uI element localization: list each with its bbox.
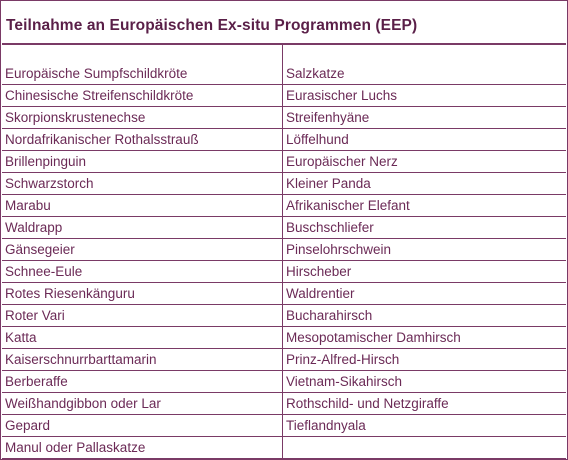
species-cell-right: Europäischer Nerz (286, 154, 398, 169)
table-row: Weißhandgibbon oder Lar Rothschild- und N… (2, 393, 566, 415)
table-row: Gepard Tieflandnyala (2, 415, 566, 437)
species-cell-right: Kleiner Panda (286, 176, 371, 191)
table-row: Brillenpinguin Europäischer Nerz (2, 151, 566, 173)
species-cell-left: Schnee-Eule (5, 264, 83, 279)
species-cell-right: Afrikanischer Elefant (286, 198, 410, 213)
species-cell-left: Rotes Riesenkänguru (5, 286, 135, 301)
table-row: Manul oder Pallaskatze (2, 437, 566, 459)
species-cell-right: Waldrentier (286, 286, 355, 301)
column-divider (282, 45, 283, 459)
species-cell-right: Pinselohrschwein (286, 242, 392, 257)
table-row: Europäische Sumpfschildkröte Salzkatze (2, 63, 566, 85)
table-row: Schwarzstorch Kleiner Panda (2, 173, 566, 195)
species-cell-right: Mesopotamischer Damhirsch (286, 330, 461, 345)
species-cell-left: Chinesische Streifenschildkröte (5, 88, 194, 103)
species-cell-right: Prinz-Alfred-Hirsch (286, 352, 400, 367)
table-row: Nordafrikanischer Rothalsstrauß Löffelhun… (2, 129, 566, 151)
species-cell-left: Katta (5, 330, 37, 345)
species-cell-left: Roter Vari (5, 308, 65, 323)
table-row: Marabu Afrikanischer Elefant (2, 195, 566, 217)
table-row: Skorpionskrustenechse Streifenhyäne (2, 107, 566, 129)
table-row: Waldrapp Buschschliefer (2, 217, 566, 239)
species-cell-right: Salzkatze (286, 66, 345, 81)
table-row: Gänsegeier Pinselohrschwein (2, 239, 566, 261)
species-cell-left: Nordafrikanischer Rothalsstrauß (5, 132, 199, 147)
species-cell-right: Streifenhyäne (286, 110, 370, 125)
species-cell-right: Buschschliefer (286, 220, 374, 235)
table-row: Rotes Riesenkänguru Waldrentier (2, 283, 566, 305)
table-title: Teilnahme an Europäischen Ex-situ Progra… (6, 17, 418, 34)
table-title-row: Teilnahme an Europäischen Ex-situ Progra… (2, 1, 566, 45)
table-row: Kaiserschnurrbarttamarin Prinz-Alfred-Hir… (2, 349, 566, 371)
species-cell-left: Kaiserschnurrbarttamarin (5, 352, 157, 367)
species-cell-right (286, 437, 564, 458)
table-row: Schnee-Eule Hirscheber (2, 261, 566, 283)
species-cell-left: Skorpionskrustenechse (5, 110, 146, 125)
species-cell-left: Gepard (5, 418, 51, 433)
species-cell-left: Manul oder Pallaskatze (5, 440, 146, 455)
table-row: Chinesische Streifenschildkröte Eurasisch… (2, 85, 566, 107)
species-cell-right: Vietnam-Sikahirsch (286, 374, 403, 389)
species-cell-right: Tieflandnyala (286, 418, 366, 433)
table-row: Berberaffe Vietnam-Sikahirsch (2, 371, 566, 393)
species-cell-right: Löffelhund (286, 132, 349, 147)
species-cell-left: Weißhandgibbon oder Lar (5, 396, 161, 411)
species-cell-left: Berberaffe (5, 374, 68, 389)
species-cell-left: Marabu (5, 198, 51, 213)
table-body: Europäische Sumpfschildkröte Salzkatze Chi… (2, 63, 566, 459)
species-cell-right: Eurasischer Luchs (286, 88, 398, 103)
species-cell-left: Europäische Sumpfschildkröte (5, 66, 188, 81)
blank-header-row (2, 45, 566, 63)
species-cell-right: Rothschild- und Netzgiraffe (286, 396, 449, 411)
species-cell-left: Gänsegeier (5, 242, 75, 257)
species-cell-left: Brillenpinguin (5, 154, 87, 169)
species-cell-left: Waldrapp (5, 220, 63, 235)
table-row: Katta Mesopotamischer Damhirsch (2, 327, 566, 349)
species-cell-right: Hirscheber (286, 264, 352, 279)
species-cell-left: Schwarzstorch (5, 176, 94, 191)
table-row: Roter Vari Bucharahirsch (2, 305, 566, 327)
species-cell-right: Bucharahirsch (286, 308, 373, 323)
